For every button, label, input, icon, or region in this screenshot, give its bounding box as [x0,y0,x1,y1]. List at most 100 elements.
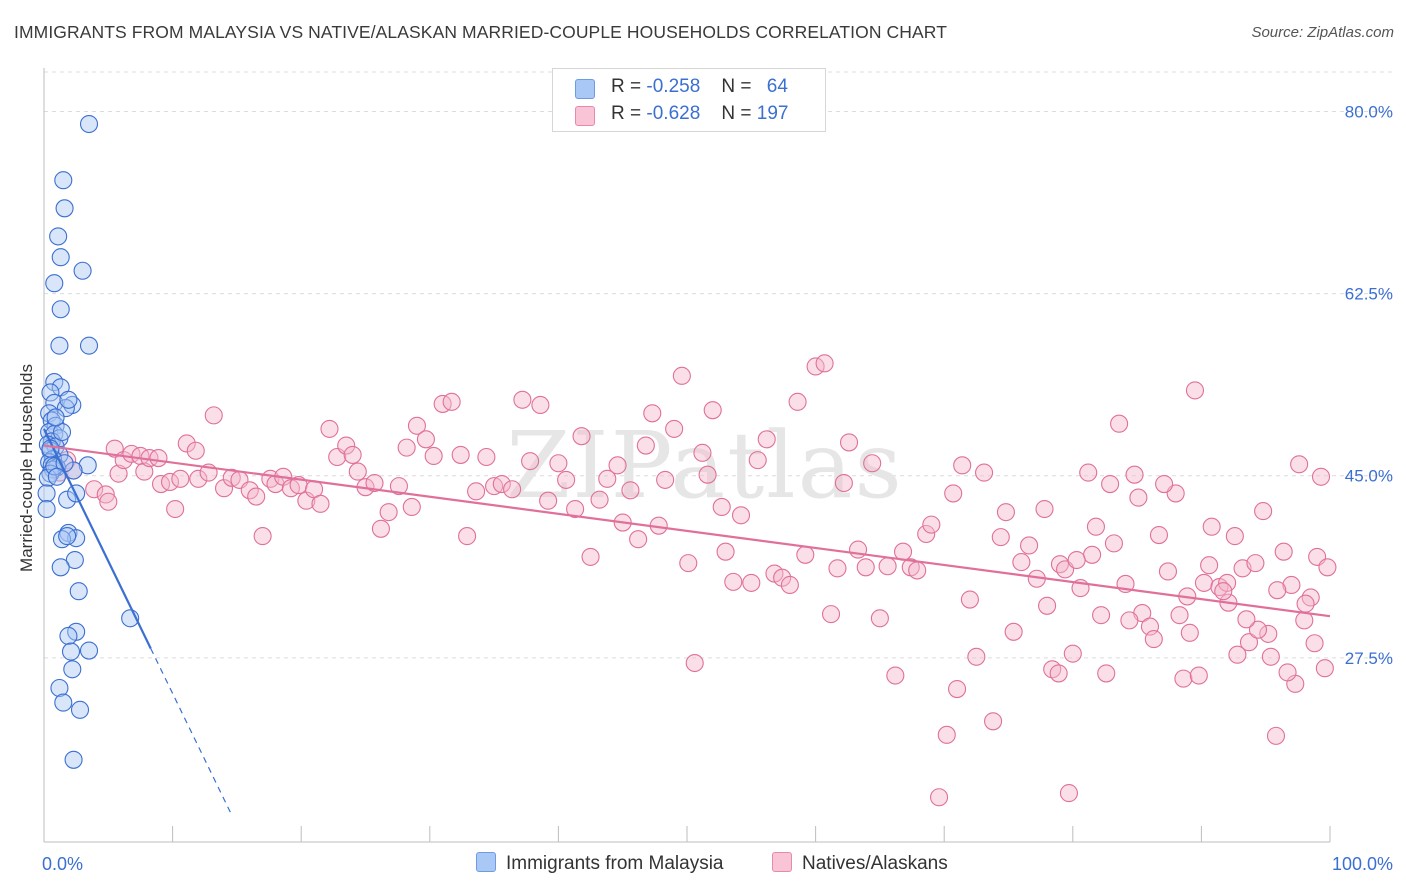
data-point [337,436,356,455]
data-point [41,383,60,402]
data-point [433,394,452,413]
data-point [1246,554,1265,573]
data-point [51,558,70,577]
data-point [503,480,522,499]
data-point [54,693,73,712]
data-point [1059,784,1078,803]
data-point [1158,562,1178,581]
malaysia-trend-extension [150,648,232,813]
data-point [65,550,84,570]
data-point [52,530,72,549]
data-point [492,475,511,494]
data-point [848,540,868,559]
data-point [424,446,443,466]
legend-r-label: R = [611,103,642,124]
data-point [1218,573,1237,592]
data-point [539,491,558,510]
data-point [937,725,956,744]
x-tick-labels: 0.0% 100.0% [42,854,1393,874]
data-point [177,434,196,453]
data-point [1290,455,1309,474]
data-point [886,666,905,685]
bottom-legend-natives: Natives/Alaskans [772,852,948,875]
data-point [1086,517,1105,536]
legend-n-value: 64 [766,76,788,97]
data-point [171,469,190,488]
data-point [58,527,77,546]
data-point [58,490,77,509]
data-point [1189,666,1208,685]
data-point [1228,645,1247,664]
data-point [402,497,421,516]
data-point [73,261,92,280]
data-point [967,647,986,666]
data-point [780,575,799,595]
data-point [1101,475,1120,494]
data-point [1012,553,1031,572]
data-point [50,678,69,698]
data-point [61,642,81,661]
legend-r-value: -0.258 [646,76,701,97]
data-point [1311,467,1331,486]
data-point [893,542,913,561]
correlation-legend: R = -0.258 N = 64 R = -0.628 N = 197 [552,68,826,132]
y-tick-label: 80.0% [1345,103,1393,122]
data-point [1083,545,1102,564]
data-point [85,480,104,499]
data-point [944,484,963,503]
data-point [458,527,477,546]
data-point [79,641,99,660]
data-point [64,750,83,769]
bottom-legend-malaysia: Immigrants from Malaysia [476,852,724,875]
data-point [135,462,154,481]
legend-swatch-natives [575,106,595,126]
data-point [416,430,435,449]
data-point [991,528,1010,547]
data-point [1035,499,1054,519]
data-point [1266,726,1286,745]
data-point [608,456,627,475]
data-point [521,452,540,471]
legend-swatch-malaysia [575,79,595,99]
data-point [672,366,691,385]
bottom-legend-swatch-natives [772,852,792,872]
data-point [1079,463,1098,482]
data-point [38,468,57,487]
data-point [629,530,648,549]
data-point [828,559,847,578]
data-point [407,416,426,435]
data-point [698,465,717,484]
data-point [815,354,834,373]
data-point [204,406,223,425]
data-point [477,447,496,467]
data-point [1278,663,1297,682]
data-point [1248,620,1268,639]
data-point [253,527,272,546]
data-point [1225,527,1244,546]
data-point [79,114,99,134]
y-axis-label: Married-couple Households [17,364,36,572]
data-point [59,626,78,646]
data-point [996,503,1015,522]
legend-n-label: N = [721,76,752,97]
data-point [1155,475,1174,494]
data-point [1149,525,1169,545]
data-point [50,336,69,355]
data-point [442,392,461,411]
data-point [1092,606,1111,625]
data-point [1261,647,1280,666]
grid-lines [44,71,1393,659]
data-point [189,469,208,488]
bottom-legend-label: Natives/Alaskans [802,853,948,874]
data-point [724,572,743,591]
malaysia-trend-line [43,428,152,649]
data-point [1004,622,1023,641]
data-point [1194,573,1214,592]
data-point [856,558,875,577]
data-point [636,436,655,455]
data-point [67,529,86,548]
data-point [348,462,367,481]
data-point [311,494,330,513]
data-point [166,499,185,519]
data-point [712,497,731,516]
